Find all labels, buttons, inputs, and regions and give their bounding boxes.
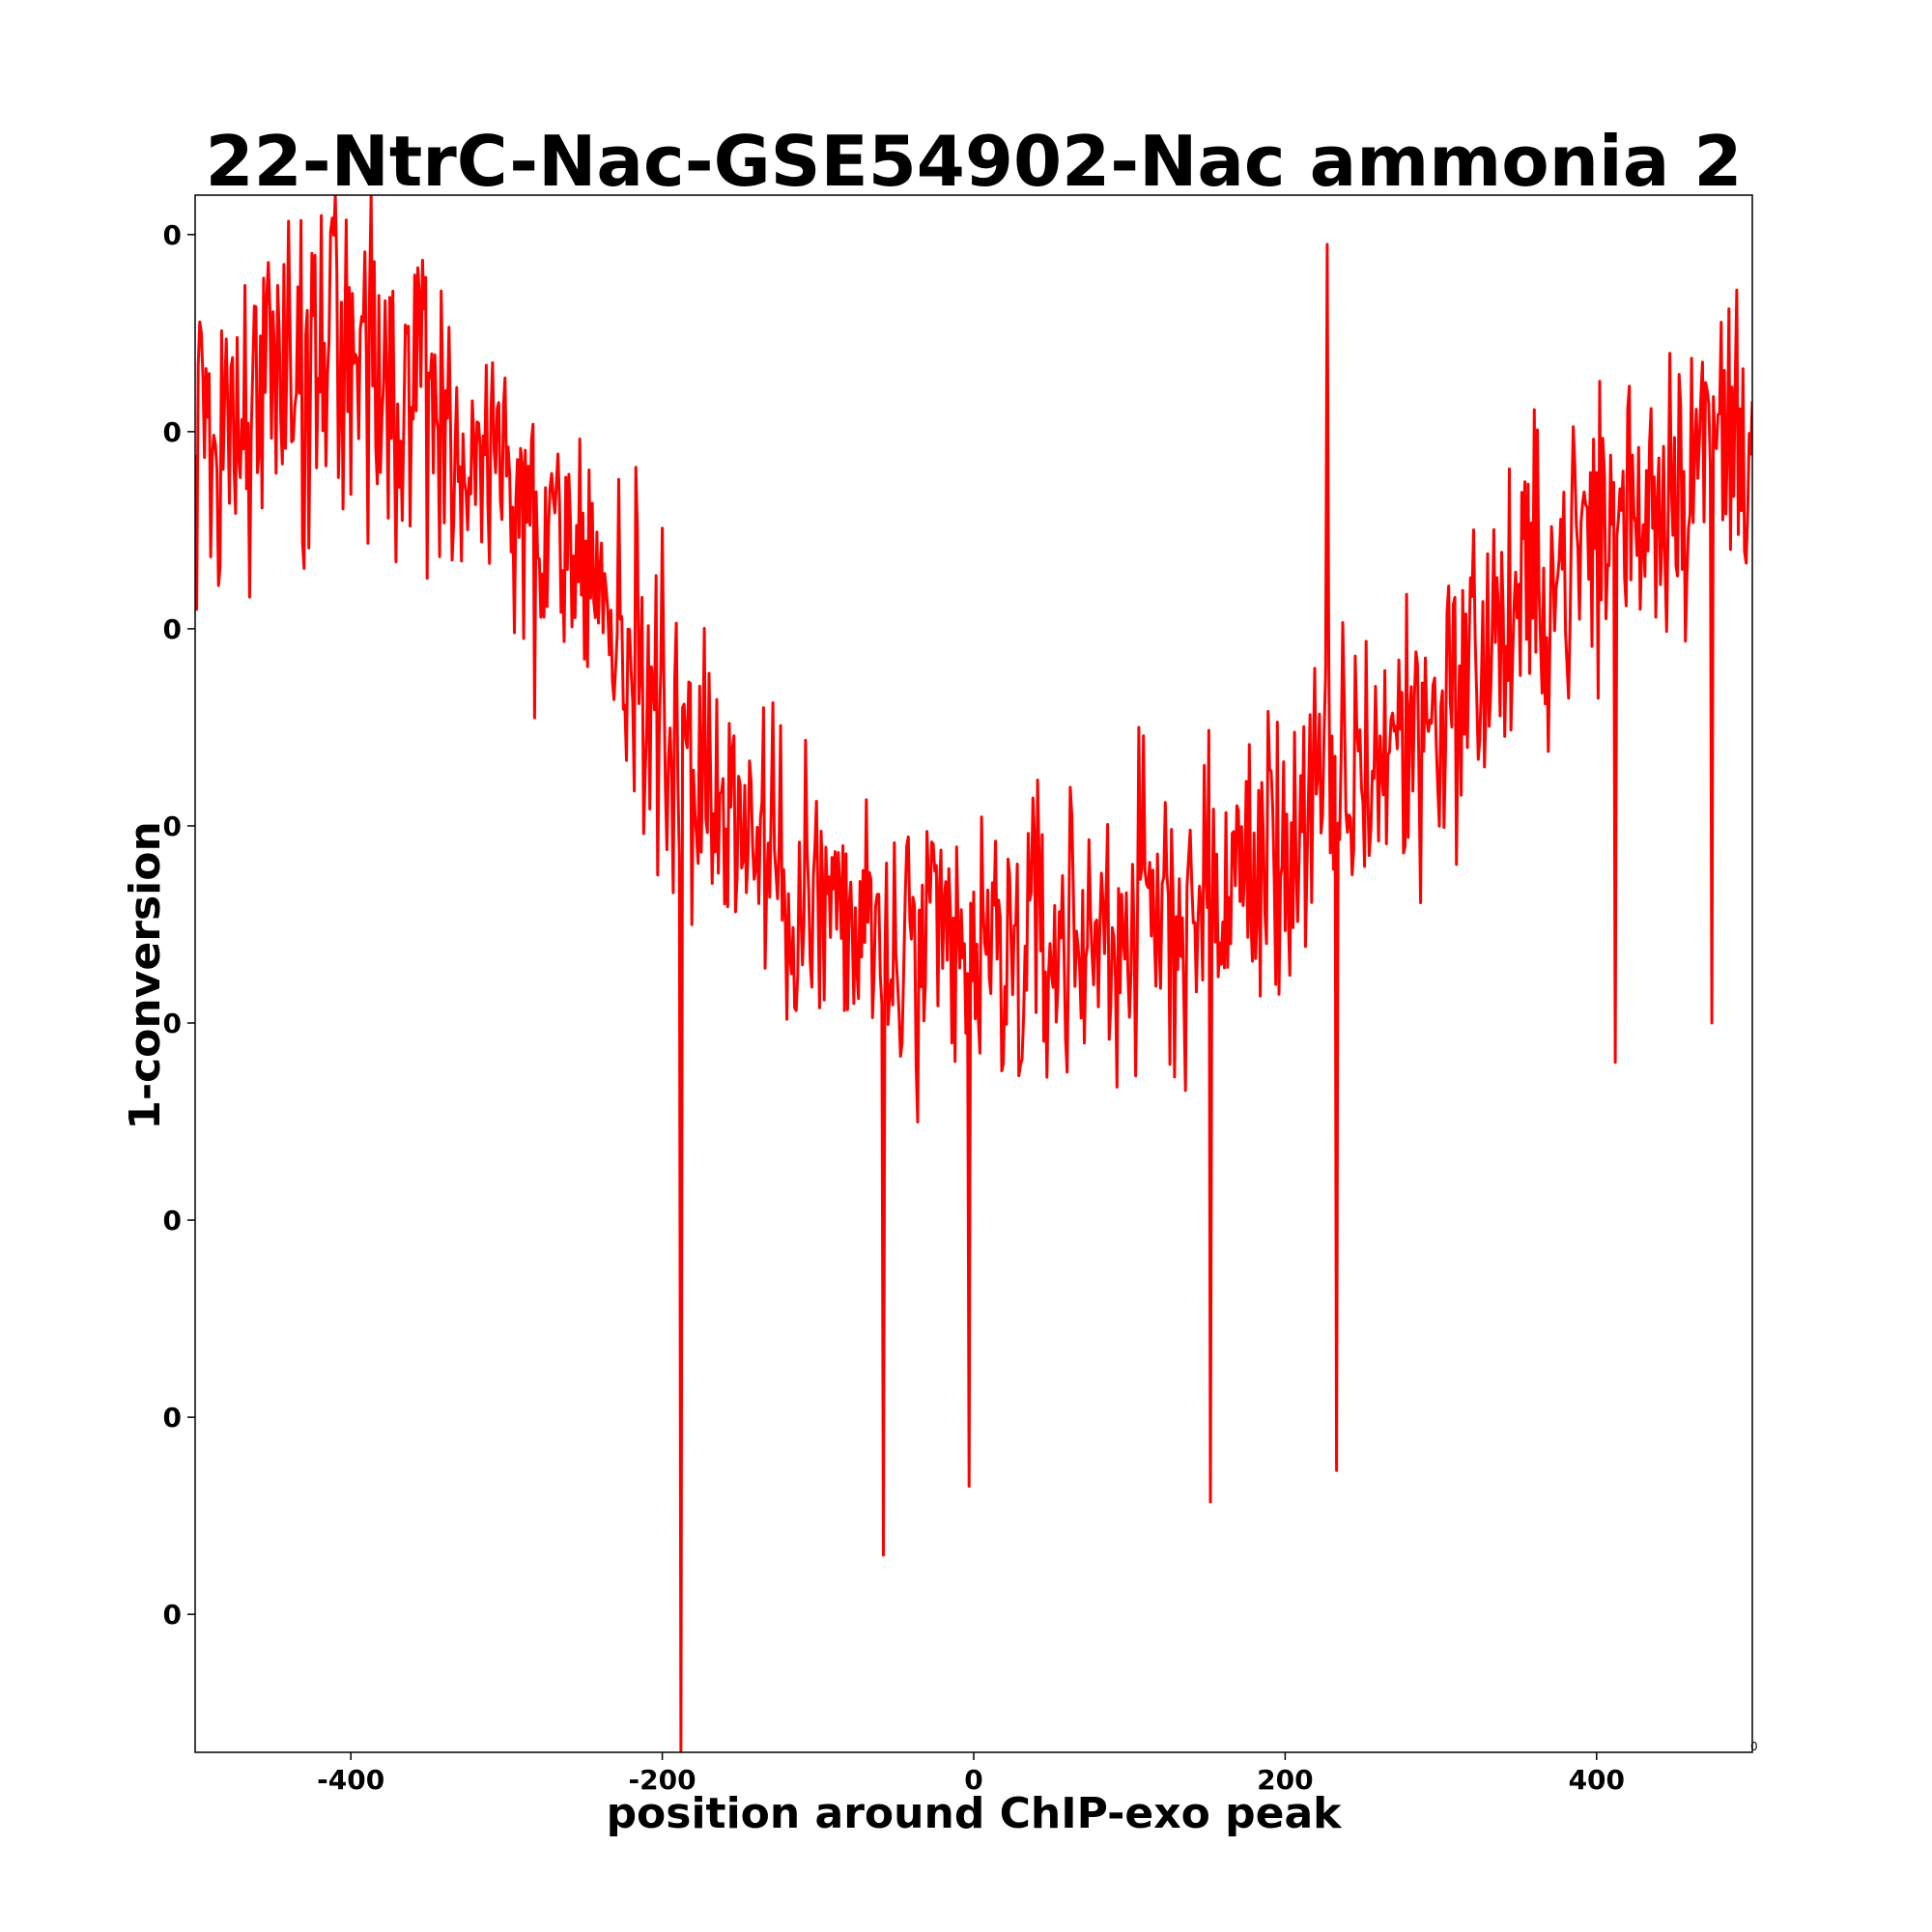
x-edge-tick-label: 0	[1750, 1740, 1758, 1753]
y-tick-label: 0	[163, 613, 182, 645]
y-tick-label: 0	[163, 219, 182, 251]
x-axis: -400 -200 0 200 400 0	[317, 1740, 1757, 1796]
x-tick-label: -400	[317, 1764, 384, 1796]
y-axis-label: 1-conversion	[121, 821, 170, 1130]
x-axis-label: position around ChIP-exo peak	[607, 1789, 1344, 1838]
y-tick-label: 0	[163, 1599, 182, 1631]
x-tick-label: -200	[629, 1764, 696, 1796]
chart-title: 22-NtrC-Nac-GSE54902-Nac ammonia 2	[206, 121, 1743, 202]
x-tick-label: 400	[1569, 1764, 1625, 1796]
plot-area	[195, 195, 1752, 1752]
y-tick-label: 0	[163, 1402, 182, 1434]
y-tick-label: 0	[163, 416, 182, 448]
x-tick-label: 200	[1257, 1764, 1313, 1796]
y-tick-label: 0	[163, 1008, 182, 1039]
y-tick-label: 0	[163, 1205, 182, 1236]
plot-frame	[194, 194, 1753, 1753]
series-line	[195, 195, 1752, 1752]
y-axis: 0 0 0 0 0 0 0 0	[163, 219, 195, 1631]
y-tick-label: 0	[163, 810, 182, 842]
x-tick-label: 0	[964, 1764, 982, 1796]
